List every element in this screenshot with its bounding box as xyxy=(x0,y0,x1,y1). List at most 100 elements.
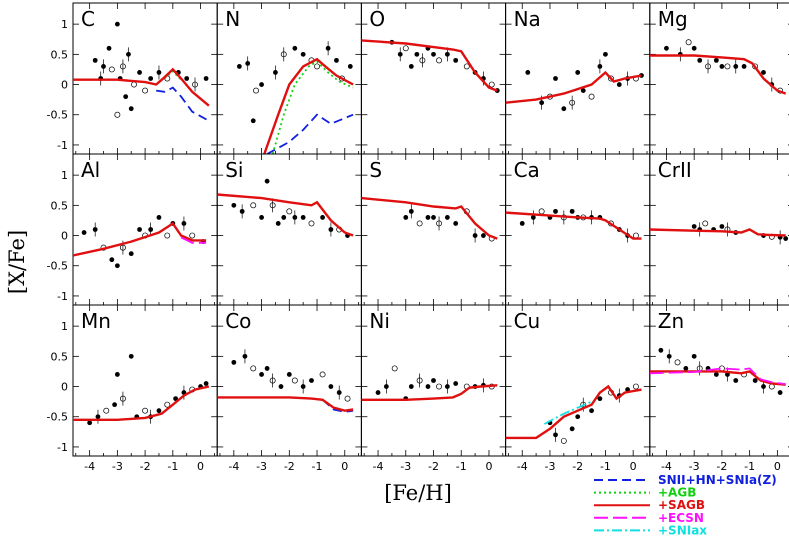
obs-point xyxy=(81,230,87,235)
obs-point xyxy=(519,221,525,226)
panel-o: O xyxy=(360,2,507,155)
obs-point xyxy=(275,221,281,226)
obs-point xyxy=(375,390,381,395)
obs-point xyxy=(281,215,287,220)
obs-point xyxy=(683,366,689,371)
obs-point xyxy=(553,76,558,81)
observations xyxy=(81,215,206,269)
x-tick-label: -3 xyxy=(544,460,555,473)
model-line-sagb xyxy=(263,57,354,154)
obs-point xyxy=(148,76,154,81)
legend-item: +AGB xyxy=(594,486,696,500)
obs-point-open xyxy=(164,401,171,408)
y-tick-label: 0.5 xyxy=(51,350,69,363)
obs-point-open xyxy=(308,220,315,227)
obs-point xyxy=(481,233,486,238)
obs-point-open xyxy=(253,87,259,94)
obs-point xyxy=(231,202,237,208)
obs-point-open xyxy=(463,63,470,70)
model-line-agb xyxy=(163,70,182,81)
x-tick-label: -4 xyxy=(84,460,95,473)
obs-point xyxy=(589,408,594,414)
x-tick-label: -3 xyxy=(256,460,267,473)
model-line-sagb xyxy=(217,396,354,412)
panel-mg: Mg xyxy=(649,2,789,155)
x-tick-label: -2 xyxy=(572,460,583,473)
x-tick-label: 0 xyxy=(774,460,781,473)
panel-al: -1 -0.5 0 0.5 1 Al xyxy=(47,153,218,306)
panel-na: Na xyxy=(505,2,651,155)
model-line-snii xyxy=(266,113,354,154)
obs-point-open xyxy=(416,220,423,227)
observations xyxy=(525,51,644,112)
element-label: Al xyxy=(81,158,100,182)
obs-point xyxy=(123,94,129,100)
x-tick-label: 0 xyxy=(630,460,637,473)
obs-point xyxy=(203,381,209,386)
obs-point-open xyxy=(142,87,149,94)
y-tick-label: 0 xyxy=(61,381,68,394)
legend-label: +AGB xyxy=(658,486,696,500)
obs-point xyxy=(691,45,697,51)
y-tick-label: 0 xyxy=(61,230,68,243)
obs-point xyxy=(286,372,292,377)
obs-point-open xyxy=(339,75,345,82)
element-label: S xyxy=(369,158,382,182)
obs-point xyxy=(87,420,93,426)
obs-point xyxy=(408,384,414,389)
model-line-sagb xyxy=(649,228,786,237)
x-tick-label: 0 xyxy=(485,460,492,473)
x-tick-label: -1 xyxy=(456,460,467,473)
obs-point xyxy=(431,51,436,57)
element-label: Mn xyxy=(81,309,111,333)
x-tick-label: -1 xyxy=(600,460,611,473)
obs-point xyxy=(328,384,334,389)
panel-ni: -4 -3 -2 -1 0 Ni xyxy=(360,304,507,473)
y-tick-label: 0.5 xyxy=(51,199,69,212)
element-label: Co xyxy=(225,309,251,333)
obs-point-open xyxy=(314,63,320,70)
panel-co: -4 -3 -2 -1 0 Co xyxy=(216,304,362,473)
obs-point-open xyxy=(391,365,398,372)
obs-point xyxy=(733,378,739,383)
obs-point xyxy=(664,45,669,51)
element-label: Mg xyxy=(658,7,688,31)
obs-point-open xyxy=(142,407,149,414)
obs-point xyxy=(569,208,575,214)
obs-point xyxy=(691,353,697,359)
obs-point xyxy=(719,224,725,229)
model-line-sagb xyxy=(217,193,354,237)
obs-point xyxy=(259,82,264,87)
obs-point xyxy=(347,64,353,69)
obs-point xyxy=(128,251,134,257)
y-tick-label: -0.5 xyxy=(47,411,68,424)
x-tick-label: -2 xyxy=(716,460,727,473)
y-tick-label: 1 xyxy=(61,18,68,31)
obs-point xyxy=(658,347,664,353)
model-line-sagb xyxy=(361,39,498,92)
y-tick-label: 1 xyxy=(61,320,68,333)
x-tick-label: -3 xyxy=(112,460,123,473)
obs-point xyxy=(137,227,142,232)
obs-point xyxy=(408,64,414,69)
model-line-sagb xyxy=(73,221,207,257)
obs-point-open xyxy=(436,57,442,64)
element-label: CrII xyxy=(658,158,692,182)
model-line-ecsn xyxy=(180,236,207,244)
obs-point xyxy=(777,390,783,395)
obs-point-open xyxy=(685,39,692,46)
panel-ca: Ca xyxy=(505,153,651,306)
element-label: Cu xyxy=(514,309,541,333)
obs-point xyxy=(431,378,436,383)
obs-point xyxy=(300,215,306,220)
model-line-sagb xyxy=(361,384,498,401)
obs-point-open xyxy=(702,220,709,227)
obs-point-open xyxy=(436,383,442,390)
model-line-snIax xyxy=(543,400,592,425)
obs-point xyxy=(231,359,237,365)
obs-point xyxy=(278,384,284,389)
obs-point-open xyxy=(538,208,545,215)
x-tick-label: 0 xyxy=(197,460,204,473)
obs-point xyxy=(156,215,162,220)
model-line-sagb xyxy=(73,67,210,107)
